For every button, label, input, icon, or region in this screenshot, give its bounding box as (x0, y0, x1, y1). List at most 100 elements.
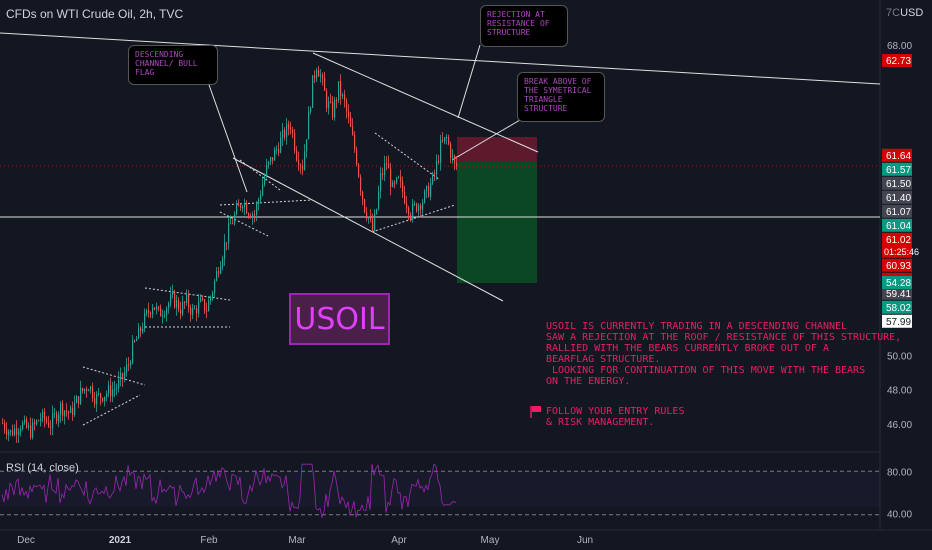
triangle-lower-line[interactable] (371, 204, 456, 233)
currency-selector[interactable]: 7CUSD (886, 7, 923, 19)
callout-break-pointer (451, 119, 521, 161)
candle-body (408, 207, 410, 215)
candle-body (386, 163, 388, 165)
candle-body (118, 379, 120, 388)
candle-body (384, 163, 386, 175)
candle-body (268, 161, 270, 165)
y-tick-label: 50.00 (887, 351, 912, 362)
callout-break-text: BREAK ABOVE OF THE SYMETRICAL TRIANGLE S… (524, 77, 592, 113)
candle-body (98, 393, 100, 395)
channel-lower-line[interactable] (232, 157, 504, 302)
candle-body (20, 428, 22, 432)
channel-upper-line[interactable] (312, 52, 539, 153)
candle-body (236, 205, 238, 215)
rsi-band (0, 471, 880, 507)
candle-body (128, 364, 130, 366)
x-tick-label: Dec (17, 535, 35, 546)
candle-body (198, 301, 200, 314)
candle-body (252, 214, 254, 218)
candle-body (240, 205, 242, 209)
candle-body (48, 422, 50, 427)
candle-body (338, 81, 340, 101)
triangle-upper-line[interactable] (374, 132, 441, 181)
candle-body (382, 173, 384, 175)
candle-body (164, 315, 166, 317)
flag2-upper-line[interactable] (144, 287, 231, 301)
usoil-logo-box[interactable]: USOIL (289, 293, 390, 345)
candle-body (178, 300, 180, 310)
candle-body (80, 388, 82, 404)
price-label-text: 60.93 (886, 261, 911, 272)
x-tick-label: May (481, 535, 500, 546)
candle-body (430, 183, 432, 197)
candle-body (436, 161, 438, 175)
analysis-note[interactable]: USOIL IS CURRENTLY TRADING IN A DESCENDI… (546, 321, 902, 387)
flag1-lower-line[interactable] (82, 394, 141, 426)
candle-body (438, 161, 440, 163)
candle-body (6, 429, 8, 435)
long-resistance-trendline[interactable] (0, 32, 881, 85)
take-profit-zone[interactable] (457, 162, 537, 283)
candle-body (398, 176, 400, 178)
candle-body (310, 107, 312, 112)
candle-body (170, 294, 172, 304)
rsi-label[interactable]: RSI (14, close) (6, 462, 79, 474)
candle-body (256, 203, 258, 215)
candle-body (204, 299, 206, 312)
candle-body (172, 291, 174, 295)
candle-body (142, 328, 144, 332)
candle-body (150, 312, 152, 314)
candle-body (370, 217, 372, 220)
candle-body (414, 203, 416, 205)
flag1-upper-line[interactable] (82, 366, 146, 386)
candle-body (442, 140, 444, 142)
time-axis[interactable]: Dec 2021 Feb Mar Apr May Jun (17, 535, 593, 546)
candle-body (276, 149, 278, 151)
candle-body (192, 308, 194, 315)
candle-body (362, 191, 364, 200)
callout-rejection[interactable]: REJECTION AT RESISTANCE OF STRUCTURE (480, 5, 568, 47)
price-label-text: 58.02 (886, 303, 911, 314)
candle-body (428, 186, 430, 197)
price-label-badge (882, 148, 912, 162)
candle-body (154, 307, 156, 310)
price-labels: 62.73 61.64 61.57 61.50 61.40 61.07 61.04 61.02… (882, 54, 919, 328)
candle-body (22, 422, 24, 429)
candle-body (162, 315, 164, 317)
candle-body (102, 397, 104, 402)
candle-body (348, 111, 350, 118)
candle-body (140, 327, 142, 332)
candle-body (148, 310, 150, 313)
candle-body (422, 202, 424, 210)
risk-note[interactable]: FOLLOW YOUR ENTRY RULES & RISK MANAGEMEN… (546, 406, 685, 428)
candle-body (136, 338, 138, 342)
price-label-text: 61.02 (886, 235, 911, 246)
price-label-badge (882, 286, 912, 300)
candle-body (76, 396, 78, 404)
candle-body (302, 165, 304, 170)
candle-body (114, 389, 116, 391)
candle-body (2, 423, 4, 425)
candle-body (278, 149, 280, 153)
candle-body (14, 428, 16, 436)
price-label-text: 61.07 (886, 207, 911, 218)
candle-body (454, 155, 456, 163)
candle-body (190, 307, 192, 315)
wedge-upper-line[interactable] (239, 159, 281, 191)
candle-body (132, 340, 134, 364)
flag3-lower-line[interactable] (219, 211, 269, 237)
candle-body (4, 423, 6, 430)
candle-body (282, 129, 284, 138)
candle-body (336, 99, 338, 101)
candle-body (222, 258, 224, 267)
flag3-upper-line[interactable] (219, 199, 313, 206)
candle-body (406, 203, 408, 208)
candle-body (210, 296, 212, 301)
callout-descending-channel[interactable]: DESCENDING CHANNEL/ BULL FLAG (128, 45, 218, 85)
callout-break-above[interactable]: BREAK ABOVE OF THE SYMETRICAL TRIANGLE S… (517, 72, 605, 122)
candle-body (306, 139, 308, 152)
candle-body (390, 168, 392, 187)
candle-body (304, 151, 306, 170)
flag-icon (530, 405, 542, 418)
